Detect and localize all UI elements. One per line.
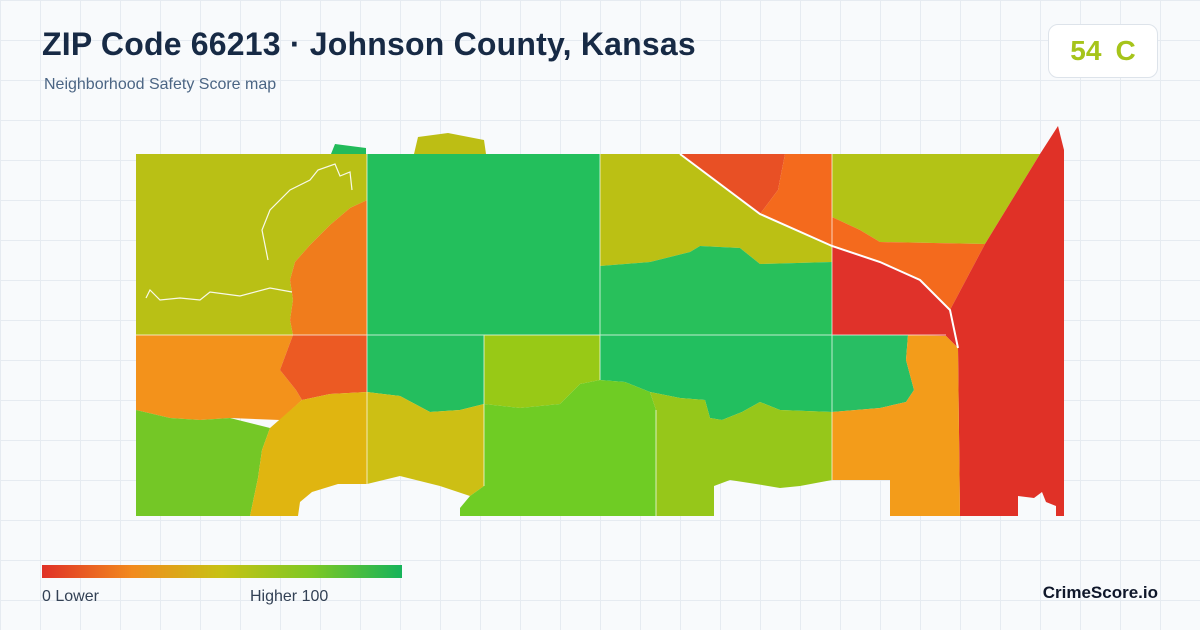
map-region-north-east-red[interactable]	[680, 154, 785, 214]
map-region-north-mid-east[interactable]	[600, 154, 832, 266]
map-region-southwest-orange[interactable]	[136, 335, 302, 420]
map-region-south-east-yellow[interactable]	[650, 392, 832, 516]
map-region-north-center[interactable]	[367, 154, 600, 335]
map-region-south-mid-green[interactable]	[460, 380, 656, 516]
page-subtitle: Neighborhood Safety Score map	[44, 76, 277, 93]
page-title: ZIP Code 66213 · Johnson County, Kansas	[42, 26, 696, 62]
score-value: 54	[1070, 35, 1102, 66]
brand-name: CrimeScore.io	[1042, 583, 1158, 602]
map-region-east-south-green[interactable]	[832, 335, 914, 412]
safety-score-badge: 54 C	[1048, 24, 1158, 78]
map-region-northwest[interactable]	[136, 154, 367, 335]
map-region-north-tab-left[interactable]	[331, 144, 366, 154]
map-region-north-tab-right[interactable]	[414, 133, 486, 154]
map-region-center-south-green[interactable]	[367, 335, 484, 412]
map-region-east-wedge-orange[interactable]	[832, 217, 985, 310]
map-region-east-red[interactable]	[950, 126, 1064, 516]
map-region-center-south-yellow[interactable]	[484, 335, 600, 408]
map-region-south-center-yellow[interactable]	[367, 392, 484, 496]
map-region-inner-west[interactable]	[280, 335, 367, 400]
map-region-center-east[interactable]	[600, 246, 832, 335]
map-region-northeast[interactable]	[832, 154, 1040, 244]
map-region-north-east-orange[interactable]	[760, 154, 832, 246]
legend-max-label: Higher 100	[250, 588, 329, 605]
map-region-south-west-yellow[interactable]	[250, 392, 367, 516]
map-region-west-center[interactable]	[290, 200, 367, 335]
map-region-east-center-red[interactable]	[832, 246, 958, 348]
map-region-southwest-green[interactable]	[136, 410, 270, 516]
map-region-south-center-green[interactable]	[600, 335, 832, 420]
legend-gradient-bar	[42, 565, 402, 578]
map-region-south-east-orange[interactable]	[832, 335, 960, 516]
score-grade: C	[1115, 35, 1136, 66]
legend-min-label: 0 Lower	[42, 588, 99, 605]
